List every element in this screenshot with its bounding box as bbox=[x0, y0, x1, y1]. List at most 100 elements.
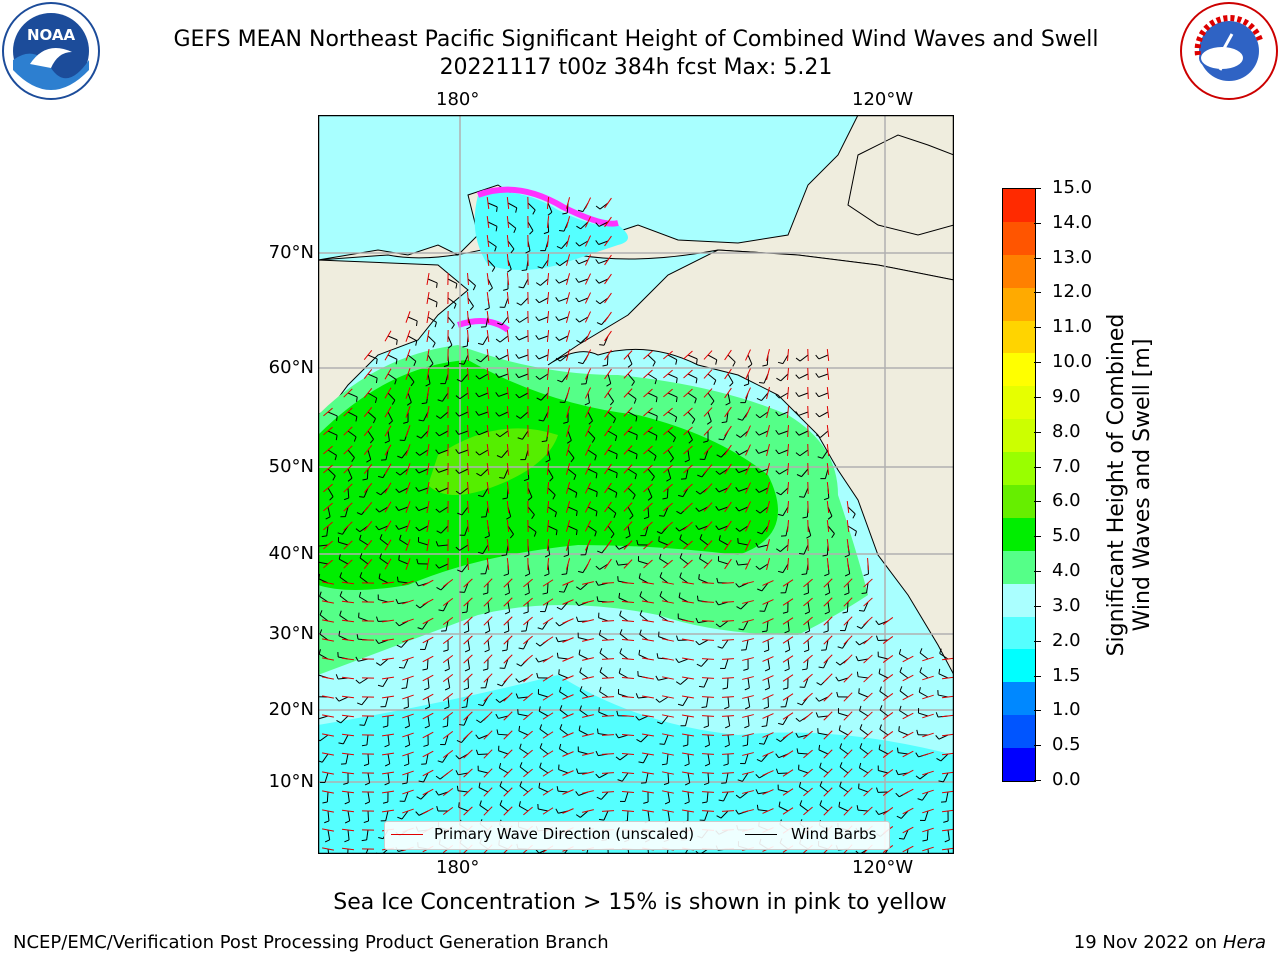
wind-barb bbox=[842, 601, 849, 614]
wind-barb bbox=[643, 506, 650, 520]
wave-direction-arrow bbox=[786, 348, 790, 362]
wave-direction-arrow bbox=[941, 790, 954, 794]
wave-direction-arrow bbox=[506, 405, 510, 419]
colorbar-segment bbox=[1003, 616, 1035, 650]
wave-direction-arrow bbox=[402, 732, 414, 738]
wave-direction-arrow bbox=[601, 791, 615, 793]
wind-barb bbox=[777, 784, 789, 793]
wave-direction-arrow bbox=[584, 425, 592, 437]
wind-barb bbox=[318, 544, 329, 547]
wave-direction-arrow bbox=[322, 676, 334, 680]
wind-barb bbox=[563, 544, 569, 558]
wave-direction-arrow bbox=[322, 733, 334, 737]
wind-barb bbox=[338, 630, 349, 641]
wind-barb bbox=[420, 639, 429, 651]
wind-barb bbox=[447, 335, 453, 349]
wave-direction-arrow bbox=[604, 444, 612, 456]
wind-barb bbox=[798, 764, 809, 774]
wind-barb bbox=[547, 487, 556, 500]
wave-direction-arrow bbox=[823, 692, 833, 702]
wave-direction-arrow bbox=[486, 386, 490, 400]
wave-direction-arrow bbox=[621, 753, 635, 755]
wind-barb bbox=[876, 787, 889, 793]
wave-direction-arrow bbox=[584, 216, 592, 228]
wind-barb bbox=[698, 574, 709, 584]
wave-direction-arrow bbox=[643, 388, 653, 398]
wind-barb bbox=[401, 677, 409, 689]
wind-barb bbox=[707, 373, 717, 386]
wave-direction-arrow bbox=[384, 444, 392, 456]
land-alaska-canada bbox=[547, 249, 954, 676]
wave-direction-arrow bbox=[442, 635, 454, 645]
wind-barb bbox=[775, 429, 789, 435]
wave-direction-arrow bbox=[426, 349, 430, 361]
wind-barb bbox=[418, 772, 429, 783]
wave-direction-arrow bbox=[703, 388, 713, 398]
wave-direction-arrow bbox=[604, 463, 612, 475]
wave-direction-arrow bbox=[642, 619, 654, 623]
wind-barb bbox=[398, 658, 409, 669]
wind-barb bbox=[367, 354, 378, 364]
wave-direction-arrow bbox=[863, 616, 873, 626]
wave-direction-arrow bbox=[703, 426, 713, 436]
wave-direction-arrow bbox=[405, 558, 411, 570]
wind-barb bbox=[763, 696, 770, 710]
wave-direction-arrow bbox=[782, 731, 794, 739]
wind-barb bbox=[756, 753, 769, 762]
wave-height-map[interactable] bbox=[318, 115, 954, 854]
wave-direction-arrow bbox=[582, 619, 594, 623]
wave-direction-arrow bbox=[601, 658, 615, 660]
wind-barb bbox=[778, 506, 789, 517]
wind-barb bbox=[477, 335, 489, 346]
nws-logo bbox=[1180, 2, 1278, 100]
wind-barb bbox=[443, 639, 449, 652]
wind-barb bbox=[455, 392, 469, 400]
wave-direction-arrow bbox=[565, 520, 571, 532]
wave-direction-arrow bbox=[863, 597, 873, 607]
wind-barb bbox=[658, 536, 669, 546]
wave-direction-arrow bbox=[762, 637, 774, 643]
wave-direction-arrow bbox=[584, 292, 592, 304]
wind-barb bbox=[595, 240, 609, 245]
wave-direction-arrow bbox=[483, 730, 493, 740]
lat-label: 10°N bbox=[268, 771, 314, 792]
wind-barb bbox=[475, 734, 489, 740]
wave-direction-arrow bbox=[322, 771, 334, 775]
wave-direction-arrow bbox=[663, 464, 673, 474]
wind-barb bbox=[899, 686, 909, 698]
wind-barb bbox=[498, 762, 509, 774]
wave-direction-arrow bbox=[882, 712, 894, 720]
wave-direction-arrow bbox=[565, 273, 571, 285]
wind-barb bbox=[607, 487, 618, 498]
wind-barb bbox=[402, 772, 409, 785]
wave-direction-arrow bbox=[341, 600, 355, 604]
wave-direction-arrow bbox=[882, 655, 894, 663]
wind-barb bbox=[856, 805, 869, 812]
wind-barb bbox=[655, 696, 669, 703]
wave-direction-arrow bbox=[766, 463, 770, 475]
wind-barb bbox=[396, 576, 409, 584]
wave-direction-arrow bbox=[782, 693, 794, 701]
wave-direction-arrow bbox=[621, 772, 635, 774]
wind-barb bbox=[836, 691, 849, 698]
wave-direction-arrow bbox=[721, 753, 735, 755]
colorbar-tick bbox=[1034, 745, 1041, 747]
wave-direction-arrow bbox=[683, 540, 693, 550]
wave-direction-arrow bbox=[363, 502, 373, 512]
wind-barb bbox=[567, 525, 578, 536]
wind-barb bbox=[403, 411, 409, 424]
wind-barb bbox=[936, 753, 949, 762]
colorbar-segment bbox=[1003, 485, 1035, 519]
wind-barb bbox=[515, 392, 529, 399]
wind-barb bbox=[536, 672, 549, 679]
wave-direction-arrow bbox=[823, 635, 833, 645]
wave-direction-arrow bbox=[363, 388, 373, 398]
wave-direction-arrow bbox=[542, 750, 554, 758]
wind-barb bbox=[535, 334, 549, 340]
wave-direction-arrow bbox=[742, 752, 754, 756]
wind-barb bbox=[475, 410, 489, 416]
wave-direction-arrow bbox=[565, 539, 571, 551]
wave-direction-arrow bbox=[823, 654, 833, 664]
wave-direction-arrow bbox=[405, 539, 411, 551]
wind-barb bbox=[324, 810, 330, 824]
